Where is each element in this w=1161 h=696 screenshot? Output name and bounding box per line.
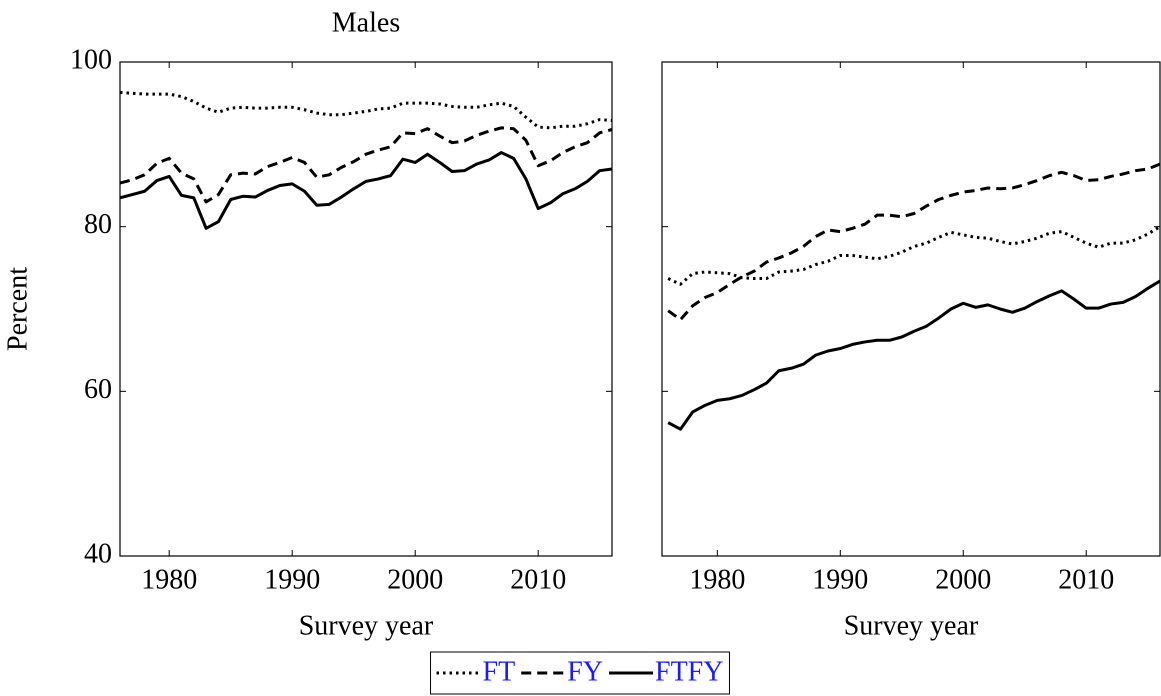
- x-tick-label: 2010: [510, 564, 566, 595]
- data-line: [667, 279, 1160, 431]
- legend-box: [430, 651, 730, 695]
- data-line: [120, 126, 612, 204]
- x-tick-label: 2000: [387, 564, 443, 595]
- data-line: [120, 151, 612, 230]
- x-tick-label: 1990: [264, 564, 320, 595]
- x-tick-label: 1980: [689, 564, 745, 595]
- plot-frame: [661, 61, 1161, 557]
- data-line: [120, 90, 612, 130]
- legend-label: FT: [483, 656, 516, 687]
- x-tick-label: 1990: [812, 564, 868, 595]
- x-tick-label: 1980: [141, 564, 197, 595]
- data-line: [667, 225, 1160, 286]
- x-axis-label: Survey year: [844, 610, 979, 641]
- x-axis-label: Survey year: [299, 610, 434, 641]
- plot-frame: [119, 61, 613, 557]
- x-tick-label: 2010: [1058, 564, 1114, 595]
- y-axis-label: Percent: [2, 267, 33, 351]
- x-tick-label: 2000: [935, 564, 991, 595]
- y-tick-label: 100: [70, 44, 112, 75]
- legend-label: FTFY: [655, 656, 723, 687]
- legend-label: FY: [567, 656, 603, 687]
- y-tick-label: 60: [84, 374, 112, 405]
- y-tick-label: 40: [84, 538, 112, 569]
- data-line: [667, 162, 1160, 322]
- y-tick-label: 80: [84, 209, 112, 240]
- panel-title: Males: [332, 7, 400, 38]
